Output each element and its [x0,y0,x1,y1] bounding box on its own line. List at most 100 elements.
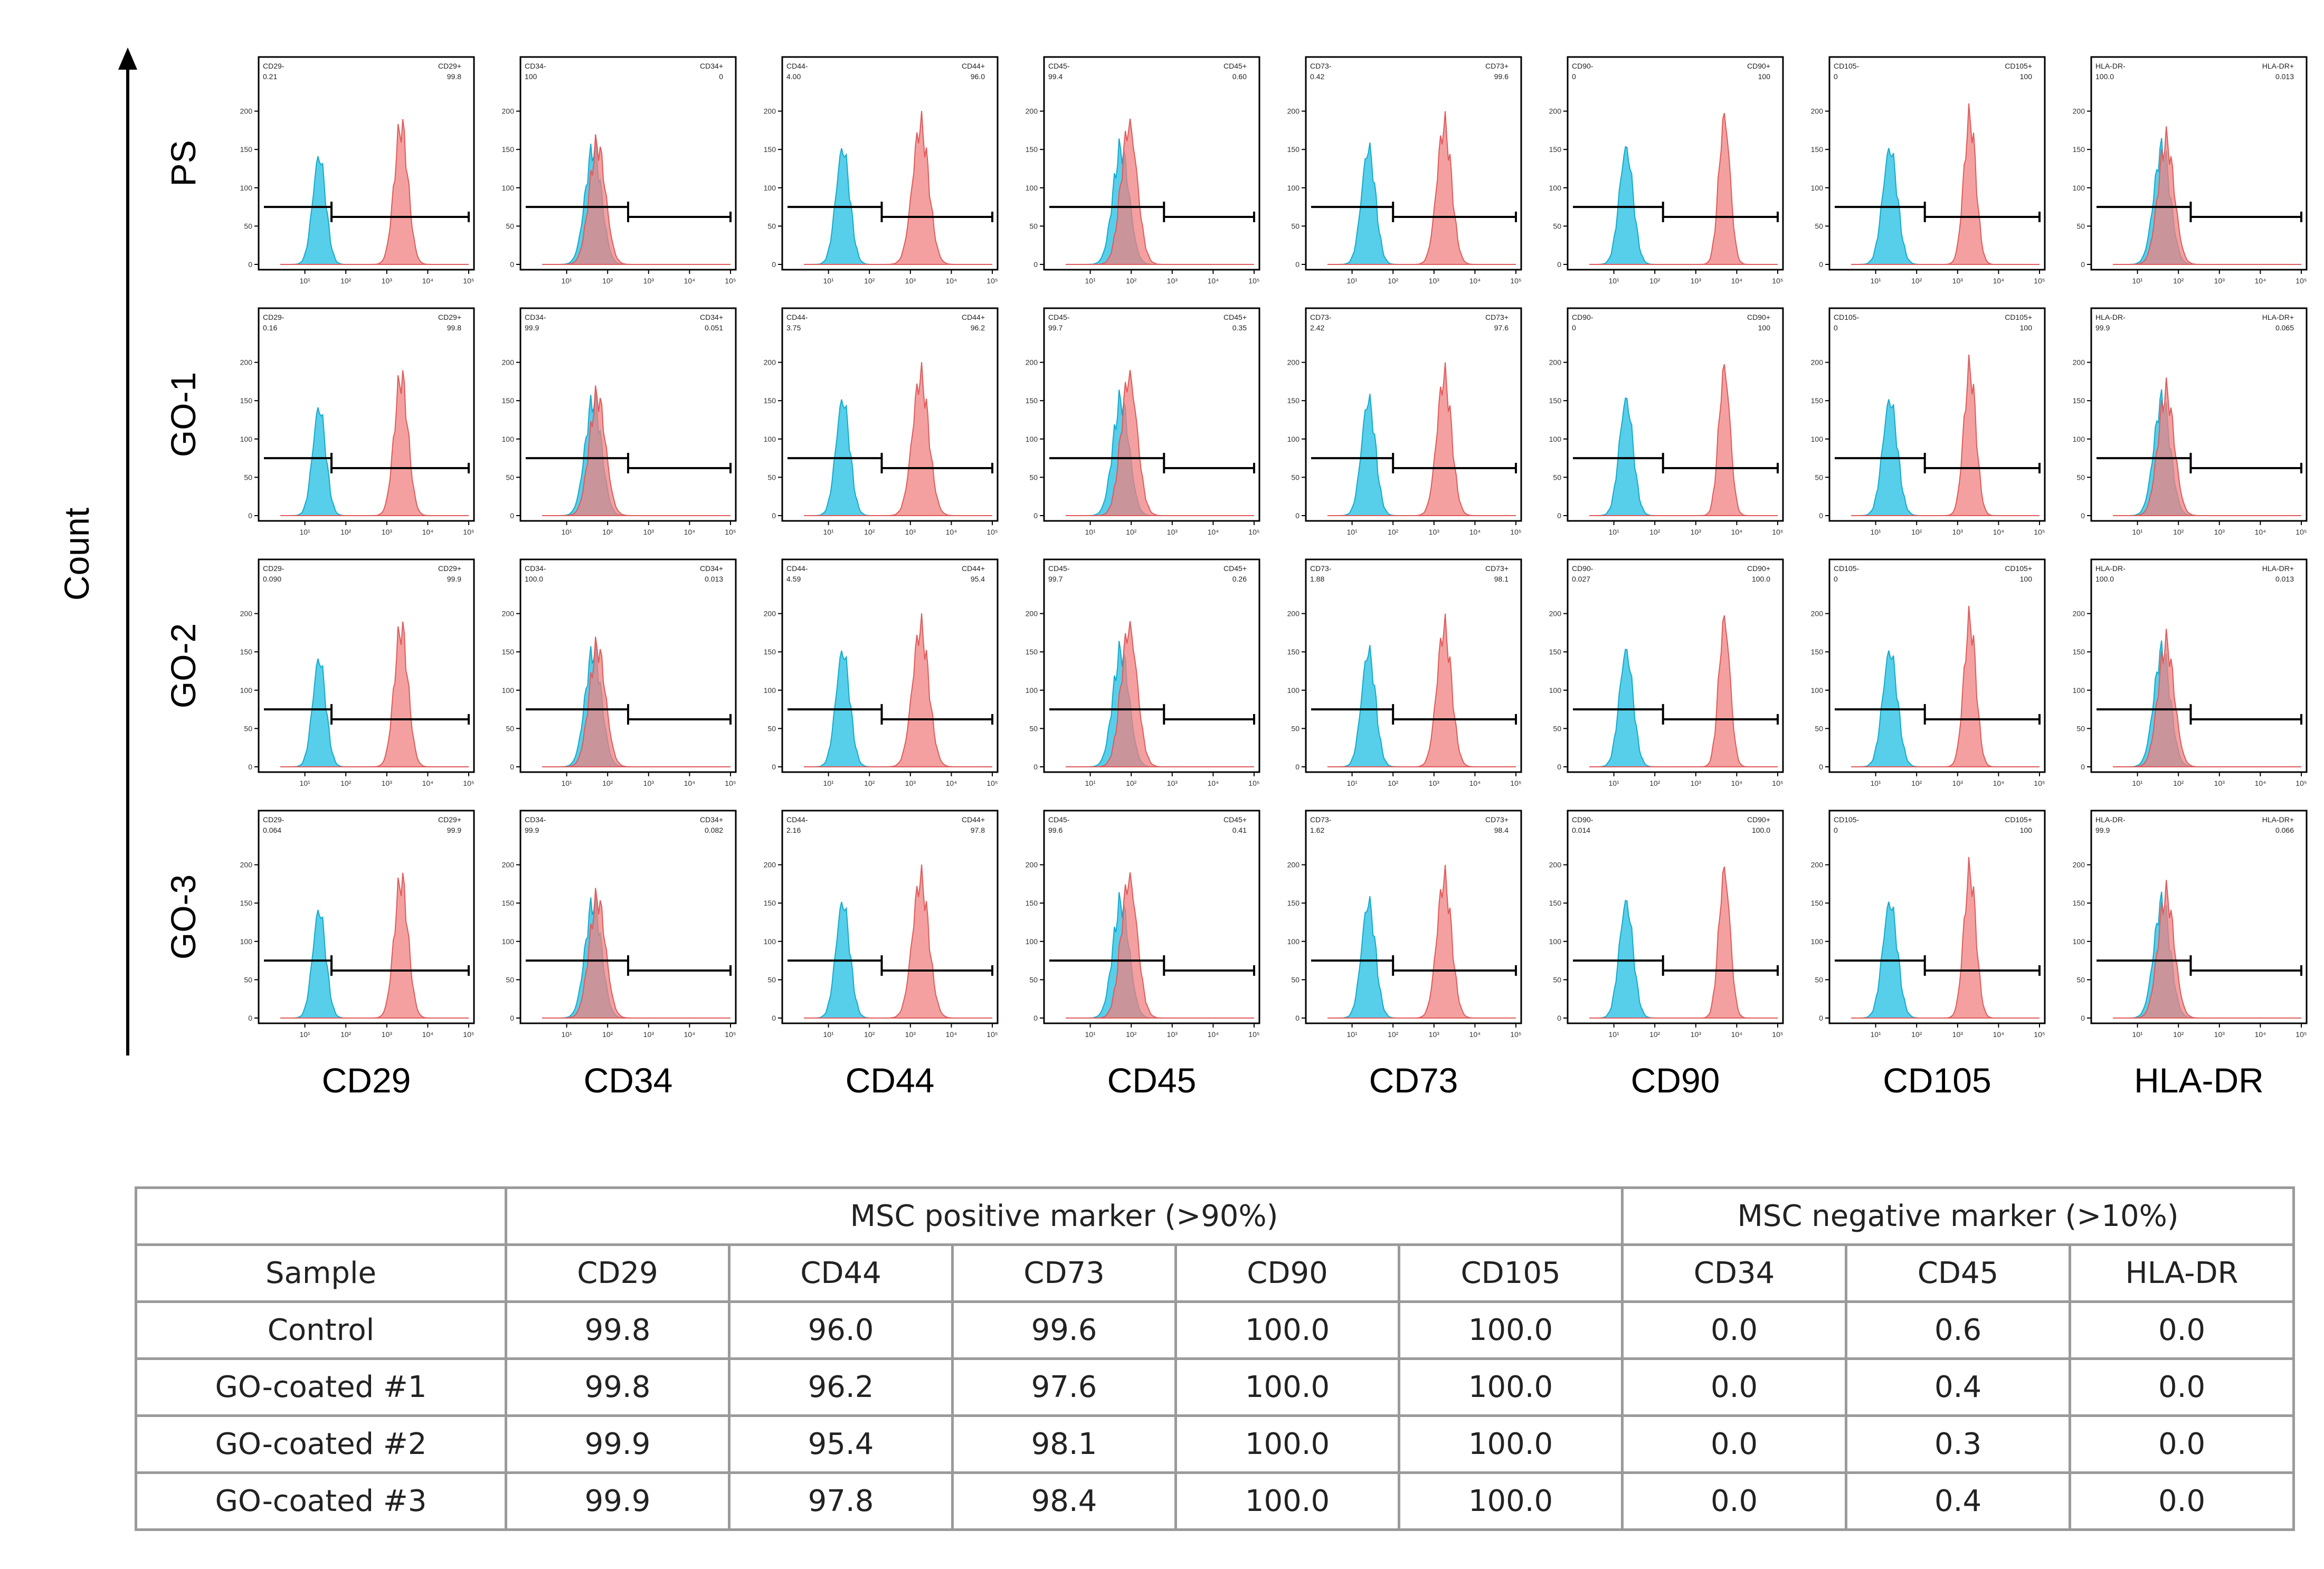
positive-gate-percent: 0.41 [1232,826,1247,834]
marker-value-cell: 0.0 [1621,1300,1848,1360]
y-tick-label: 50 [1815,975,1823,984]
marker-histogram [1066,118,1254,265]
table-row: GO-coated #3 99.9 97.8 98.4 100.0 100.0 0.0 0.4… [135,1471,2295,1531]
histogram-panel: 0 50 100 150 200 10¹ 10² 10³ 10⁴ 10⁵ CD45- 99.6 CD45… [1026,810,1260,1039]
y-tick-label: 100 [1026,184,1038,192]
y-tick-label: 200 [1811,107,1824,116]
positive-gate-percent: 0.066 [2275,826,2294,834]
x-tick-label: 10¹ [2132,779,2143,787]
y-tick-label: 200 [1287,610,1300,618]
histogram-panel: 0 50 100 150 200 10¹ 10² 10³ 10⁴ 10⁵ CD44- 3.75 CD44… [764,307,999,536]
table-header-cell: CD29 [505,1243,731,1303]
y-tick-label: 50 [1815,473,1823,481]
x-tick-label: 10³ [1952,779,1963,787]
isotype-histogram [542,893,731,1019]
negative-gate-name: CD34- [525,564,546,573]
y-tick-label: 150 [764,145,776,154]
marker-histogram [1589,364,1778,516]
y-tick-label: 100 [1549,184,1562,192]
marker-histogram [542,636,731,767]
negative-gate-name: CD73- [1310,564,1332,573]
marker-histogram [1327,362,1516,516]
y-tick-label: 100 [240,686,253,695]
histogram-panel: 0 50 100 150 200 10¹ 10² 10³ 10⁴ 10⁵ CD44- 2.16 CD44… [764,810,999,1039]
x-tick-label: 10⁴ [1208,1030,1219,1039]
isotype-histogram [1066,138,1254,265]
y-tick-label: 50 [1291,222,1299,230]
negative-gate-percent: 4.59 [786,575,801,583]
positive-gate-percent: 97.8 [971,826,985,834]
positive-gate-percent: 99.9 [447,575,461,583]
y-tick-label: 50 [244,222,252,230]
x-tick-label: 10⁴ [946,277,957,285]
positive-gate-name: CD90+ [1747,564,1770,573]
positive-gate-name: CD105+ [2005,564,2032,573]
positive-gate-name: CD45+ [1223,313,1247,321]
y-tick-label: 150 [1549,648,1562,656]
negative-gate-percent: 99.9 [2095,826,2110,834]
x-tick-label: 10⁴ [1993,1030,2005,1039]
marker-value-cell: 100.0 [1174,1300,1400,1360]
histogram-panel: 0 50 100 150 200 10¹ 10² 10³ 10⁴ 10⁵ CD29- 0.090 CD2… [240,558,475,787]
x-tick-label: 10² [864,1030,875,1039]
table-header-cell: CD105 [1397,1243,1624,1303]
x-tick-label: 10⁴ [2255,528,2266,536]
marker-value-cell: 100.0 [1397,1414,1624,1474]
y-tick-label: 100 [502,435,515,443]
negative-gate-percent: 0.027 [1572,575,1590,583]
positive-gate-name: CD44+ [962,815,985,824]
x-tick-label: 10³ [643,779,654,787]
y-tick-label: 50 [767,724,776,733]
marker-value-cell: 99.9 [505,1414,731,1474]
y-tick-label: 50 [2076,724,2085,733]
marker-histogram [2113,880,2301,1019]
marker-histogram [804,864,992,1019]
y-tick-label: 200 [1549,107,1562,116]
y-tick-label: 50 [1291,975,1299,984]
x-tick-label: 10⁵ [986,779,998,787]
positive-gate-percent: 99.6 [1494,72,1509,81]
row-label: GO-3 [164,874,203,959]
panel-frame [2090,307,2308,522]
x-tick-label: 10³ [905,1030,916,1039]
negative-gate-percent: 0 [1572,324,1576,332]
x-tick-label: 10⁴ [684,779,696,787]
y-tick-label: 50 [2076,222,2085,230]
y-tick-label: 150 [2073,648,2085,656]
positive-gate-name: CD29+ [438,62,461,70]
x-tick-label: 10⁴ [422,779,434,787]
y-tick-label: 50 [1553,222,1561,230]
y-tick-label: 0 [1295,511,1299,520]
x-tick-label: 10³ [905,779,916,787]
x-tick-label: 10⁴ [1993,779,2005,787]
x-tick-label: 10⁵ [1248,779,1259,787]
x-tick-label: 10² [1649,779,1661,787]
y-tick-label: 0 [772,763,776,771]
y-tick-label: 100 [240,435,253,443]
y-tick-label: 0 [1557,1014,1561,1022]
panel-frame [1043,810,1260,1024]
y-tick-label: 50 [1029,975,1038,984]
y-tick-label: 50 [2076,975,2085,984]
marker-value-cell: 100.0 [1397,1357,1624,1417]
negative-gate-name: HLA-DR- [2095,815,2126,824]
x-tick-label: 10⁵ [986,1030,998,1039]
y-tick-label: 200 [1026,358,1038,367]
isotype-histogram [280,658,469,767]
y-tick-label: 50 [1553,473,1561,481]
x-tick-label: 10¹ [1870,779,1881,787]
x-tick-label: 10³ [1167,528,1178,536]
negative-gate-percent: 100.0 [2095,575,2114,583]
positive-gate-name: CD34+ [700,62,723,70]
marker-histogram [2113,377,2301,516]
negative-marker-group-header: MSC negative marker (>10%) [1621,1186,2295,1246]
panel-frame [1828,810,2046,1024]
positive-gate-name: CD105+ [2005,62,2032,70]
y-tick-label: 200 [1811,861,1824,869]
positive-gate-name: CD44+ [962,564,985,573]
histogram-panel: 0 50 100 150 200 10¹ 10² 10³ 10⁴ 10⁵ HLA-DR- 100.0 H… [2073,558,2308,787]
positive-gate-name: CD105+ [2005,313,2032,321]
y-tick-label: 150 [1026,899,1038,907]
x-tick-label: 10⁴ [684,528,696,536]
y-tick-label: 50 [767,975,776,984]
